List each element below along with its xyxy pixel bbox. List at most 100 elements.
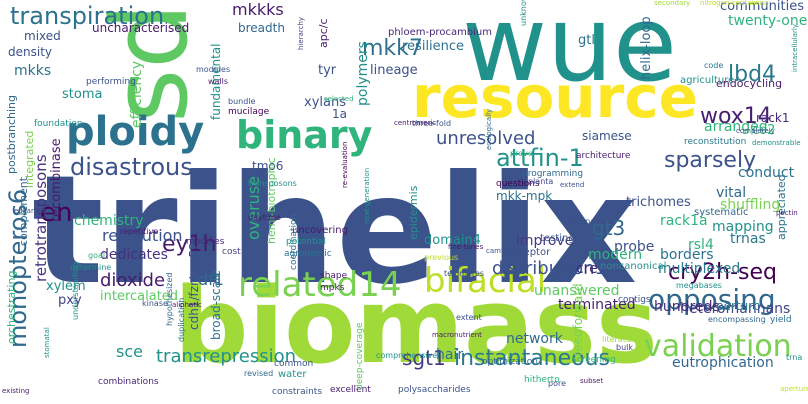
word-shape: shape xyxy=(320,271,348,281)
word-cambium: cambium xyxy=(486,247,519,255)
word-transpiration: transpiration xyxy=(10,2,165,30)
word-conduct: conduct xyxy=(738,165,795,181)
word-orchestrating: orchestrating xyxy=(5,270,18,344)
word-excellent: excellent xyxy=(330,385,371,395)
word-bifacial: bifacial xyxy=(424,261,547,301)
word-macronutrient: macronutrient xyxy=(432,331,482,339)
word-phloem-procambium: phloem-procambium xyxy=(388,27,493,38)
word-communities: communities xyxy=(720,0,804,14)
word-gtl: gtl xyxy=(578,33,595,48)
word-uncovering: uncovering xyxy=(292,225,348,236)
word-mkks: mkks xyxy=(14,63,52,79)
word-validation: validation xyxy=(644,329,792,364)
word-twenty-one: twenty-one xyxy=(728,13,808,29)
word-broad-scale: broad-scale xyxy=(209,270,223,340)
word-revolution: revolution xyxy=(102,226,183,245)
word-appreciated: appreciated xyxy=(775,174,788,240)
word-epidermis: epidermis xyxy=(407,185,420,240)
word-architecture: architecture xyxy=(576,151,631,161)
word-aliphatic: aliphatic xyxy=(172,301,202,309)
word-pxy: pxy xyxy=(58,293,82,308)
word-stomatal: stomatal xyxy=(43,327,51,358)
word-centromeric: centromeric xyxy=(394,119,437,127)
word-comprehensive: comprehensive xyxy=(376,351,438,360)
word-trna: trna xyxy=(786,353,803,362)
word-revised: revised xyxy=(244,369,274,378)
word-mucilage: mucilage xyxy=(228,107,270,117)
word-chemistry: chemistry xyxy=(74,213,144,229)
word-aperture: aperture xyxy=(780,385,808,393)
word-megabases: megabases xyxy=(676,281,722,290)
word-combinations: combinations xyxy=(98,377,159,387)
word-bundle: bundle xyxy=(228,97,256,106)
word-1a: 1a xyxy=(332,107,347,121)
word-borders: borders xyxy=(660,247,714,263)
word-hypothesized: hypothesized xyxy=(165,272,174,327)
word-three-fold: three-fold xyxy=(412,119,452,128)
word-hierarchy: hierarchy xyxy=(297,16,305,50)
word-rsl4: rsl4 xyxy=(688,237,714,253)
word-xylem: xylem xyxy=(46,279,86,294)
word-co2: co2 xyxy=(752,123,776,138)
word-planta: planta xyxy=(528,177,554,186)
word-literature: literature xyxy=(602,335,639,344)
word-bulk: bulk xyxy=(616,343,634,352)
word-mpks: mpks xyxy=(320,283,345,293)
word-cry2h-seq: cry2h-seq xyxy=(668,260,778,285)
word-agriculture: agriculture xyxy=(680,75,735,86)
word-distribution1: distribution1 xyxy=(492,258,607,279)
word-selected: selected xyxy=(324,95,354,103)
word-modules: modules xyxy=(196,65,231,74)
word-foundation: foundation xyxy=(34,119,83,129)
word-multiplexed: multiplexed xyxy=(658,261,741,277)
word-mkk-mpk: mkk-mpk xyxy=(496,189,553,203)
word-domain4: domain4 xyxy=(424,233,481,248)
word-determine: determine xyxy=(70,263,112,272)
word-reconstitution: reconstitution xyxy=(684,137,747,147)
word-df1: df1 xyxy=(198,270,224,289)
word-intracellularly: intracellularly xyxy=(791,24,799,72)
word-efficiency: efficiency xyxy=(129,60,145,128)
word-pectin: pectin xyxy=(776,209,798,217)
word-lbd4: lbd4 xyxy=(728,62,777,87)
word-tyr: tyr xyxy=(318,63,337,78)
word-resource: resource xyxy=(412,63,698,131)
word-wue: wue xyxy=(462,0,677,105)
word-noncanonical: noncanonical xyxy=(600,261,667,272)
word-transposons: transposons xyxy=(248,179,297,188)
word-walls: walls xyxy=(208,77,229,86)
word-modifies: modifies xyxy=(186,237,225,247)
word-comparison: comparison xyxy=(568,217,615,226)
word-intercalated: intercalated xyxy=(100,289,179,304)
word-gt3: gt3 xyxy=(592,216,626,240)
word-understanding: understanding xyxy=(71,261,80,320)
word-mixed: mixed xyxy=(24,29,61,43)
word-attfin-1: attfin-1 xyxy=(496,144,584,172)
word-dioxide: dioxide xyxy=(100,270,166,291)
word-stoma: stoma xyxy=(62,87,103,102)
word-telomeres: telomeres xyxy=(444,269,485,278)
word-breadth: breadth xyxy=(238,21,285,35)
word-programming: programming xyxy=(522,169,584,179)
word-demonstrable: demonstrable xyxy=(752,139,801,147)
word-uncharacterised: uncharacterised xyxy=(92,21,190,35)
word-daytime: daytime xyxy=(248,213,281,222)
word-nitrogen-containing: nitrogen-containing xyxy=(700,0,769,7)
word-polymers: polymers xyxy=(355,41,371,106)
word-heteromannans: heteromannans xyxy=(680,301,791,317)
word-sce: sce xyxy=(116,342,143,361)
word-ey1h: ey1h xyxy=(162,232,217,257)
word-rack1a: rack1a xyxy=(660,213,708,229)
word-deep-coverage: deep-coverage xyxy=(355,322,365,390)
word-unresolved: unresolved xyxy=(436,128,536,149)
word-mkk7: mkk7 xyxy=(362,36,423,61)
word-mkkks: mkkks xyxy=(232,0,284,19)
word-xylans: xylans xyxy=(304,95,346,110)
word-secondary: secondary xyxy=(654,0,691,7)
word-polysaccharides: polysaccharides xyxy=(398,385,471,395)
word-questions: questions xyxy=(496,179,540,189)
word-feedforward: feedforward xyxy=(571,283,585,356)
word-shuffling: shuffling xyxy=(720,197,781,213)
word-opposing: opposing xyxy=(648,283,776,316)
word-common: common xyxy=(274,359,314,369)
